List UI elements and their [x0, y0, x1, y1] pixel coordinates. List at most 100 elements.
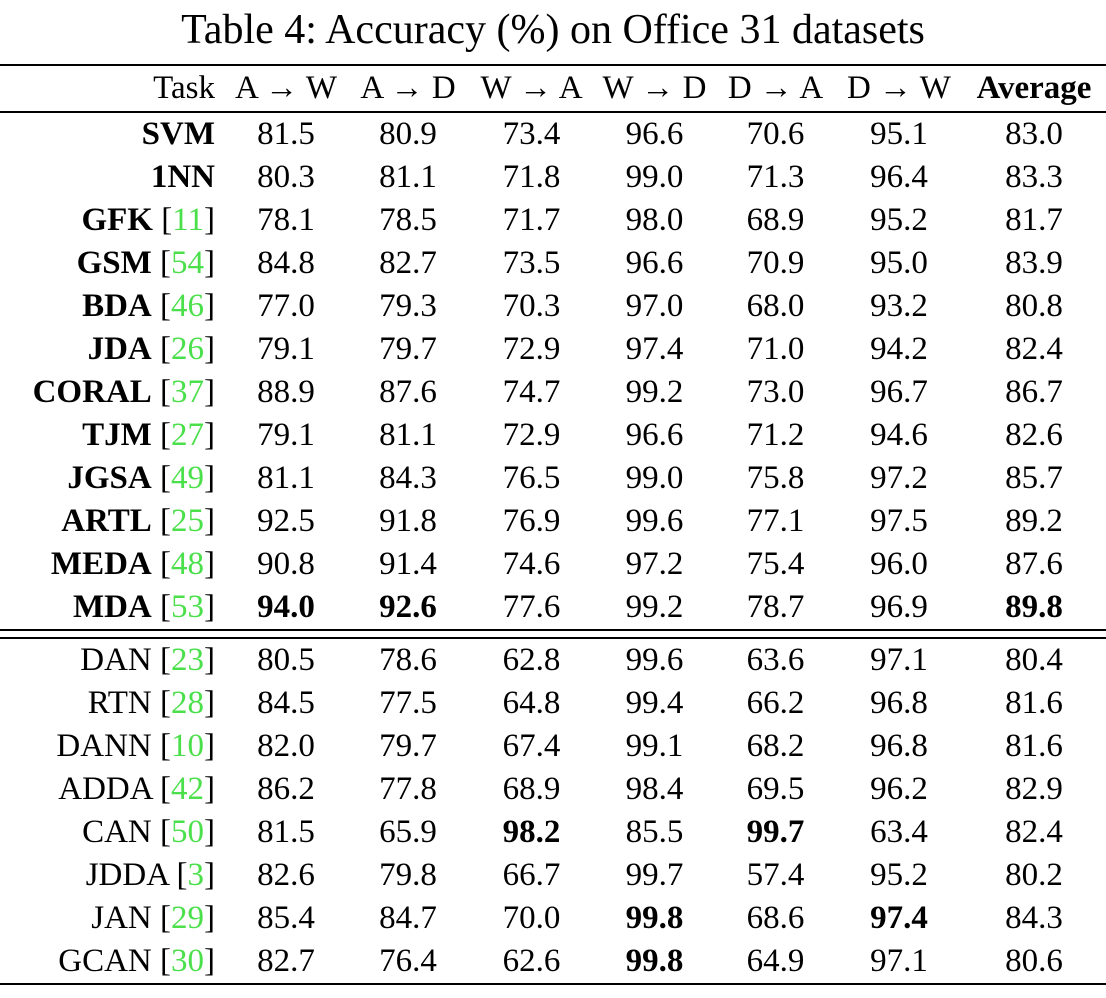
accuracy-cell: 96.9	[870, 589, 928, 625]
method-name: JGSA	[67, 460, 152, 496]
cite-bracket-open: [	[151, 900, 171, 936]
accuracy-cell: 95.0	[870, 245, 928, 281]
method-cell: JAN [29]	[0, 897, 225, 940]
table-row-can: CAN [50] 81.5 65.9 98.2 85.5 99.7 63.4 8…	[0, 811, 1106, 854]
accuracy-cell: 79.1	[257, 331, 315, 367]
accuracy-cell: 83.3	[1005, 159, 1063, 195]
table-row-mda: MDA [53] 94.0 92.6 77.6 99.2 78.7 96.9 8…	[0, 586, 1106, 630]
accuracy-cell: 99.0	[625, 159, 684, 195]
accuracy-cell: 66.2	[746, 685, 805, 721]
cite-bracket-open: [	[151, 771, 171, 807]
citation-link[interactable]: 30	[171, 943, 204, 979]
cite-bracket-open: [	[151, 943, 171, 979]
cite-bracket-close: ]	[204, 288, 215, 324]
accuracy-cell: 81.1	[379, 159, 437, 195]
accuracy-cell: 64.8	[502, 685, 561, 721]
accuracy-cell-best: 99.7	[746, 814, 805, 850]
method-name: MDA	[72, 589, 152, 625]
citation-link[interactable]: 46	[171, 288, 204, 324]
accuracy-cell: 96.6	[625, 245, 684, 281]
accuracy-cell: 75.4	[746, 546, 805, 582]
citation-link[interactable]: 42	[171, 771, 204, 807]
accuracy-cell: 97.1	[870, 642, 928, 678]
accuracy-cell: 77.1	[746, 503, 805, 539]
accuracy-cell: 99.1	[625, 728, 684, 764]
citation-link[interactable]: 48	[171, 546, 204, 582]
accuracy-cell: 82.4	[1005, 814, 1063, 850]
accuracy-cell: 88.9	[257, 374, 315, 410]
citation-link[interactable]: 25	[171, 503, 204, 539]
cite-bracket-close: ]	[204, 814, 215, 850]
cite-bracket-open: [	[151, 814, 171, 850]
citation-link[interactable]: 50	[171, 814, 204, 850]
accuracy-cell: 69.5	[746, 771, 805, 807]
citation-link[interactable]: 53	[171, 589, 204, 625]
accuracy-cell: 99.2	[625, 374, 684, 410]
accuracy-cell: 95.2	[870, 202, 928, 238]
method-cell: GCAN [30]	[0, 940, 225, 984]
accuracy-cell: 98.0	[625, 202, 684, 238]
citation-link[interactable]: 37	[171, 374, 204, 410]
method-name: MEDA	[50, 546, 152, 582]
accuracy-cell: 68.2	[746, 728, 805, 764]
accuracy-cell: 97.2	[870, 460, 928, 496]
citation-link[interactable]: 28	[171, 685, 204, 721]
citation-link[interactable]: 10	[171, 728, 204, 764]
citation-link[interactable]: 23	[171, 642, 204, 678]
accuracy-cell: 94.2	[870, 331, 928, 367]
citation-link[interactable]: 54	[171, 245, 204, 281]
method-cell: SVM	[0, 112, 225, 156]
cite-bracket-open: [	[151, 460, 171, 496]
method-cell: BDA [46]	[0, 285, 225, 328]
accuracy-cell: 79.7	[379, 728, 437, 764]
method-cell: TJM [27]	[0, 414, 225, 457]
cite-bracket-open: [	[168, 857, 188, 893]
column-header-ad: A → D	[347, 65, 469, 113]
accuracy-cell: 96.0	[870, 546, 928, 582]
citation-link[interactable]: 3	[187, 857, 205, 893]
accuracy-cell: 79.8	[379, 857, 437, 893]
accuracy-cell: 82.7	[379, 245, 437, 281]
cite-bracket-open: [	[151, 642, 171, 678]
accuracy-cell: 76.5	[502, 460, 561, 496]
cite-bracket-close: ]	[204, 943, 215, 979]
accuracy-cell: 84.3	[1005, 900, 1063, 936]
accuracy-cell: 95.2	[870, 857, 928, 893]
method-cell: RTN [28]	[0, 682, 225, 725]
accuracy-cell: 76.9	[502, 503, 561, 539]
cite-bracket-open: [	[151, 245, 171, 281]
accuracy-cell: 97.4	[625, 331, 684, 367]
accuracy-cell: 99.4	[625, 685, 684, 721]
citation-link[interactable]: 49	[171, 460, 204, 496]
cite-bracket-open: [	[151, 546, 171, 582]
method-cell: ARTL [25]	[0, 500, 225, 543]
accuracy-cell: 81.6	[1005, 728, 1063, 764]
accuracy-cell: 64.9	[746, 943, 805, 979]
accuracy-cell: 70.9	[746, 245, 805, 281]
table-row-dan: DAN [23] 80.5 78.6 62.8 99.6 63.6 97.1 8…	[0, 638, 1106, 682]
accuracy-cell: 74.7	[502, 374, 561, 410]
column-header-wd: W → D	[594, 65, 715, 113]
accuracy-cell: 99.6	[625, 503, 684, 539]
citation-link[interactable]: 26	[171, 331, 204, 367]
accuracy-cell: 83.0	[1005, 116, 1063, 152]
citation-link[interactable]: 29	[171, 900, 204, 936]
accuracy-cell: 71.2	[746, 417, 805, 453]
table-header-section: Task A → W A → D W → A W → D D → A D → W…	[0, 65, 1106, 113]
accuracy-cell: 80.5	[257, 642, 315, 678]
cite-bracket-close: ]	[204, 728, 215, 764]
accuracy-cell: 87.6	[1005, 546, 1063, 582]
accuracy-cell: 96.8	[870, 728, 928, 764]
citation-link[interactable]: 11	[172, 202, 204, 238]
column-header-task: Task	[0, 65, 225, 113]
table-row-rtn: RTN [28] 84.5 77.5 64.8 99.4 66.2 96.8 8…	[0, 682, 1106, 725]
cite-bracket-close: ]	[204, 857, 215, 893]
accuracy-cell: 99.2	[625, 589, 684, 625]
method-cell: MDA [53]	[0, 586, 225, 630]
citation-link[interactable]: 27	[171, 417, 204, 453]
cite-bracket-open: [	[152, 202, 173, 238]
column-header-da: D → A	[715, 65, 836, 113]
accuracy-cell: 82.6	[257, 857, 315, 893]
method-name: ADDA	[58, 771, 152, 807]
accuracy-cell: 84.3	[379, 460, 437, 496]
